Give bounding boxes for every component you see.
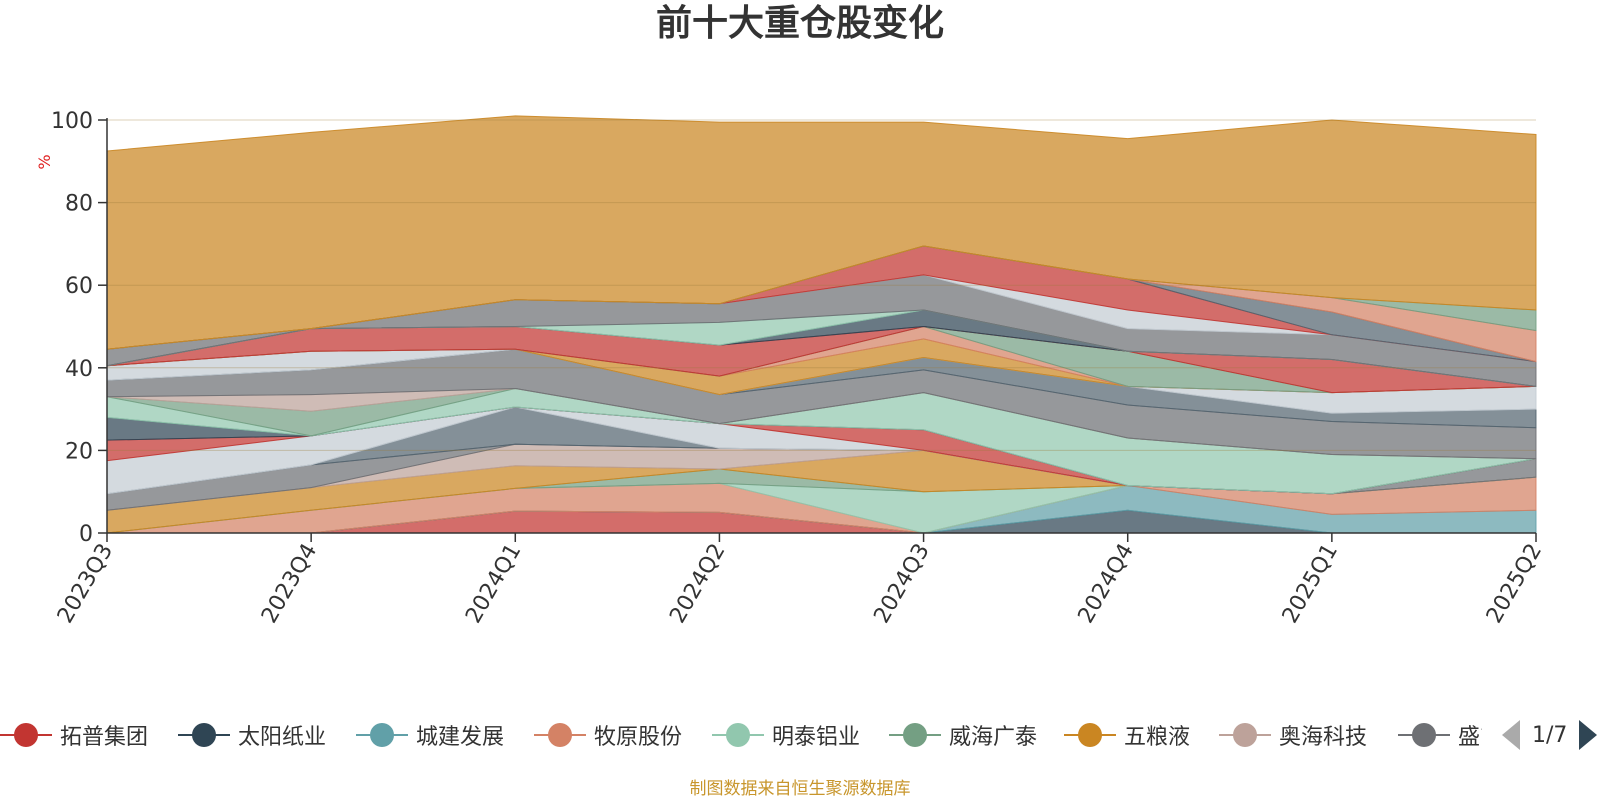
source-note: 制图数据来自恒生聚源数据库 bbox=[689, 779, 911, 799]
stacked-area-chart: 0 20 40 60 80 100 2023Q3 2023Q4 2024Q1 2024Q2 2024… bbox=[35, 109, 1547, 628]
legend-label: 太阳纸业 bbox=[238, 725, 327, 750]
legend-item-1[interactable]: 拓普集团 bbox=[0, 715, 148, 755]
grid-lines bbox=[107, 119, 1536, 451]
legend-marker-icon bbox=[1219, 722, 1271, 748]
x-tick-label-2023Q3: 2023Q3 bbox=[53, 540, 118, 628]
legend-label: 奥海科技 bbox=[1279, 725, 1368, 750]
x-tick-label-2023Q4: 2023Q4 bbox=[257, 540, 322, 628]
legend-marker-icon bbox=[178, 722, 230, 748]
area-bands bbox=[106, 115, 1537, 534]
legend-marker-icon bbox=[712, 722, 764, 748]
legend-item-9[interactable]: 盛屯 bbox=[1398, 715, 1482, 755]
y-tick-label-0: 0 bbox=[79, 522, 93, 547]
area-band-32 bbox=[106, 115, 1537, 350]
legend-label: 盛屯 bbox=[1458, 725, 1482, 750]
y-tick-label-60: 60 bbox=[65, 274, 93, 299]
legend-label: 牧原股份 bbox=[594, 725, 683, 750]
y-tick-label-20: 20 bbox=[65, 439, 93, 464]
legend-marker-icon bbox=[0, 722, 52, 748]
legend-item-8[interactable]: 奥海科技 bbox=[1219, 715, 1367, 755]
legend-label: 威海广泰 bbox=[949, 725, 1038, 750]
legend-marker-icon bbox=[1064, 722, 1116, 748]
legend-label: 城建发展 bbox=[416, 725, 505, 750]
legend-pager: 1/7 bbox=[1502, 715, 1598, 755]
legend-item-2[interactable]: 太阳纸业 bbox=[178, 715, 326, 755]
legend-item-4[interactable]: 牧原股份 bbox=[534, 715, 682, 755]
y-axis-label: % bbox=[35, 154, 54, 169]
legend-label: 拓普集团 bbox=[60, 725, 149, 750]
x-tick-label-2025Q1: 2025Q1 bbox=[1278, 540, 1343, 628]
legend-label: 明泰铝业 bbox=[772, 725, 861, 750]
y-tick-label-100: 100 bbox=[51, 109, 93, 134]
legend-item-6[interactable]: 威海广泰 bbox=[889, 715, 1037, 755]
legend-label: 五粮液 bbox=[1124, 725, 1191, 750]
legend-item-7[interactable]: 五粮液 bbox=[1064, 715, 1190, 755]
x-tick-label-2024Q2: 2024Q2 bbox=[665, 540, 730, 628]
x-tick-label-2024Q4: 2024Q4 bbox=[1074, 540, 1139, 628]
chart-title: 前十大重仓股变化 bbox=[655, 3, 944, 44]
legend-item-5[interactable]: 明泰铝业 bbox=[712, 715, 860, 755]
legend-marker-icon bbox=[356, 722, 408, 748]
x-tick-label-2024Q3: 2024Q3 bbox=[869, 540, 934, 628]
legend-marker-icon bbox=[534, 722, 586, 748]
y-tick-label-80: 80 bbox=[65, 192, 93, 217]
legend-item-3[interactable]: 城建发展 bbox=[356, 715, 504, 755]
legend-page-indicator: 1/7 bbox=[1532, 722, 1568, 748]
legend-next-page-icon[interactable] bbox=[1579, 720, 1598, 750]
y-tick-label-40: 40 bbox=[65, 357, 93, 382]
x-tick-label-2025Q2: 2025Q2 bbox=[1482, 540, 1547, 628]
legend-prev-page-icon[interactable] bbox=[1502, 720, 1520, 750]
x-tick-label-2024Q1: 2024Q1 bbox=[461, 540, 526, 628]
legend-marker-icon bbox=[889, 722, 941, 748]
legend: 拓普集团 太阳纸业 城建发展 牧原股份 明泰铝业 威海广泰 五粮液 奥海科技 盛屯 1/7 bbox=[0, 715, 1600, 755]
legend-marker-icon bbox=[1398, 722, 1450, 748]
legend-items: 拓普集团 太阳纸业 城建发展 牧原股份 明泰铝业 威海广泰 五粮液 奥海科技 盛屯 bbox=[0, 715, 1482, 755]
